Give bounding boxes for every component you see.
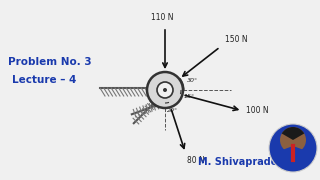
Circle shape — [163, 88, 167, 92]
Text: 100 N: 100 N — [246, 106, 269, 115]
Text: Problem No. 3: Problem No. 3 — [8, 57, 92, 67]
Text: 80 N: 80 N — [188, 156, 205, 165]
Circle shape — [147, 72, 183, 108]
Text: M. Shivapradeep: M. Shivapradeep — [198, 157, 291, 167]
Text: Lecture – 4: Lecture – 4 — [12, 75, 76, 85]
Text: 20°: 20° — [167, 108, 178, 113]
Wedge shape — [281, 146, 305, 159]
Text: 30°: 30° — [187, 78, 198, 82]
Text: 110 N: 110 N — [151, 13, 173, 22]
Text: 15°: 15° — [184, 93, 195, 98]
Wedge shape — [282, 127, 304, 140]
Circle shape — [280, 127, 306, 153]
Circle shape — [157, 82, 173, 98]
Circle shape — [269, 124, 317, 172]
Text: 150 N: 150 N — [225, 35, 248, 44]
